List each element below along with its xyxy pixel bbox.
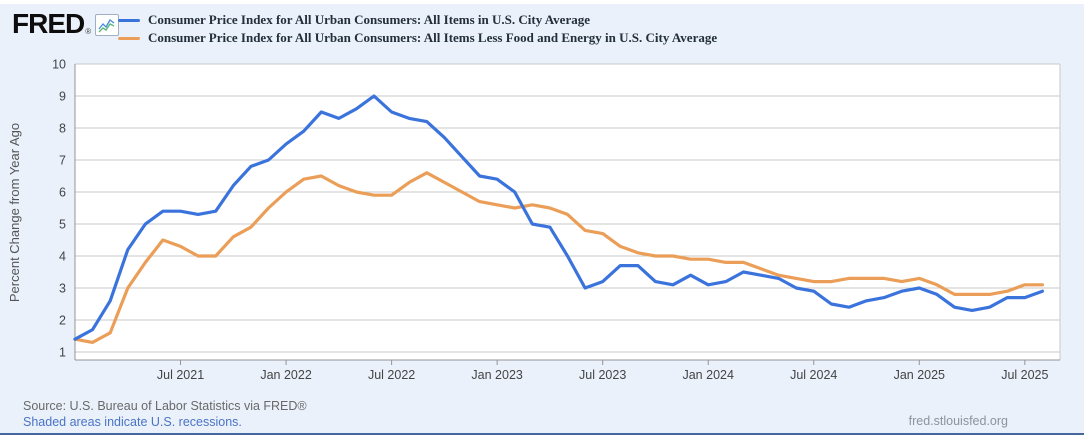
chart-legend: Consumer Price Index for All Urban Consu… xyxy=(118,11,717,47)
x-tick-label: Jan 2022 xyxy=(260,368,311,382)
x-tick-label: Jul 2021 xyxy=(157,368,204,382)
legend-label-all-items[interactable]: Consumer Price Index for All Urban Consu… xyxy=(148,12,590,27)
x-tick-label: Jul 2023 xyxy=(579,368,626,382)
recessions-note-link[interactable]: Shaded areas indicate U.S. recessions. xyxy=(23,415,242,429)
x-tick-label: Jan 2025 xyxy=(894,368,945,382)
legend-item-core: Consumer Price Index for All Urban Consu… xyxy=(118,29,717,47)
y-tick-label: 4 xyxy=(59,250,66,264)
y-axis-title-wrap: Percent Change from Year Ago xyxy=(0,64,30,360)
source-note: Source: U.S. Bureau of Labor Statistics … xyxy=(23,399,307,413)
x-tick-label: Jul 2022 xyxy=(368,368,415,382)
fred-logo[interactable]: FRED ® xyxy=(12,8,120,39)
x-tick-label: Jul 2024 xyxy=(790,368,837,382)
x-tick-label: Jan 2024 xyxy=(682,368,733,382)
legend-label-core[interactable]: Consumer Price Index for All Urban Consu… xyxy=(148,30,718,45)
y-tick-label: 1 xyxy=(59,346,66,360)
y-tick-label: 6 xyxy=(59,186,66,200)
legend-swatch-core xyxy=(118,36,140,40)
y-tick-label: 8 xyxy=(59,122,66,136)
y-tick-label: 5 xyxy=(59,218,66,232)
y-tick-label: 3 xyxy=(59,282,66,296)
series-line-0[interactable] xyxy=(73,94,1045,341)
series-line-1[interactable] xyxy=(73,171,1045,344)
fred-logo-text: FRED xyxy=(12,8,85,39)
legend-item-all-items: Consumer Price Index for All Urban Consu… xyxy=(118,11,717,29)
x-tick-label: Jan 2023 xyxy=(471,368,522,382)
x-tick-label: Jul 2025 xyxy=(1001,368,1048,382)
y-tick-label: 2 xyxy=(59,314,66,328)
y-tick-label: 10 xyxy=(52,58,66,72)
plot-area xyxy=(75,64,1060,360)
y-tick-label: 9 xyxy=(59,90,66,104)
y-axis-title: Percent Change from Year Ago xyxy=(7,122,23,302)
fred-logo-chart-icon xyxy=(95,14,120,36)
legend-swatch-all-items xyxy=(118,18,140,22)
registered-mark: ® xyxy=(85,27,92,36)
y-tick-label: 7 xyxy=(59,154,66,168)
fred-site-link[interactable]: fred.stlouisfed.org xyxy=(908,414,1008,428)
